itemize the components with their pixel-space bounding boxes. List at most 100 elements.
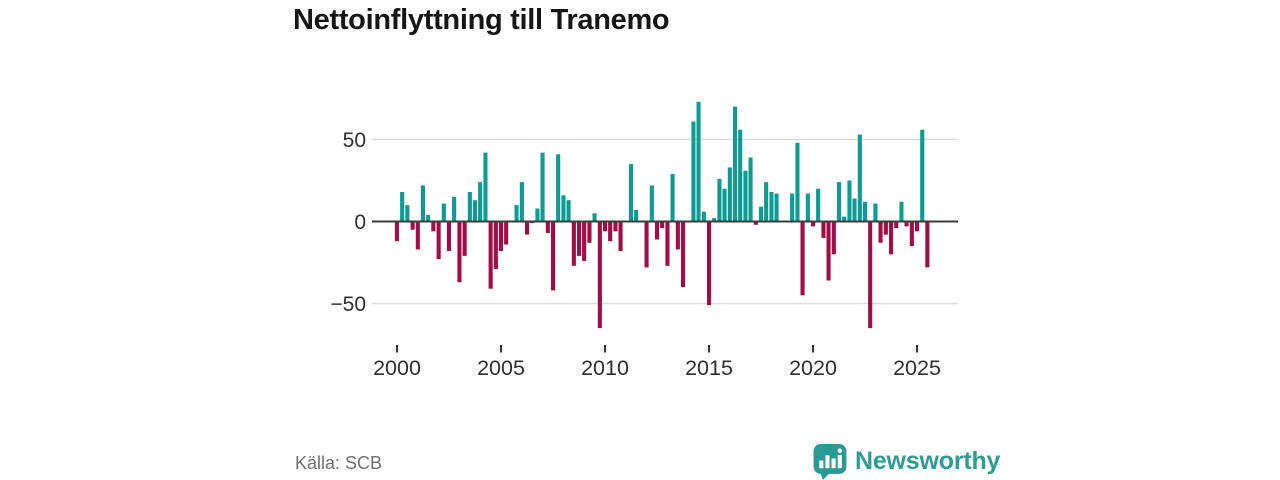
- bar-negative: [587, 221, 592, 243]
- bar-positive: [701, 211, 706, 222]
- bar-positive: [556, 154, 561, 222]
- bar-negative: [915, 221, 920, 232]
- x-axis-tick-label: 2025: [893, 356, 941, 380]
- bar-positive: [805, 193, 810, 222]
- speech-bubble-shape: [813, 444, 847, 480]
- bar-negative: [597, 221, 602, 329]
- bar-negative: [831, 221, 836, 255]
- bar-negative: [894, 221, 899, 229]
- bar-positive: [920, 129, 925, 222]
- source-note: Källa: SCB: [295, 453, 383, 473]
- bar-positive: [467, 192, 472, 222]
- bar-negative: [446, 221, 451, 251]
- bar-positive: [899, 201, 904, 222]
- bar-positive: [519, 182, 524, 222]
- bar-negative: [410, 221, 415, 230]
- bar-positive: [857, 134, 862, 222]
- bar-negative: [811, 221, 816, 227]
- bar-negative: [925, 221, 930, 268]
- bar-negative: [571, 221, 576, 266]
- bar-negative: [868, 221, 873, 329]
- bar-negative: [675, 221, 680, 250]
- bar-negative: [493, 221, 498, 270]
- x-axis-tick-label: 2000: [373, 356, 421, 380]
- bar-positive: [774, 193, 779, 222]
- bar-positive: [405, 205, 410, 222]
- y-axis-tick-label: 50: [343, 129, 366, 152]
- exclamation-dot: [837, 448, 842, 453]
- bar-negative: [909, 221, 914, 247]
- newsworthy-logo: Newsworthy: [812, 443, 1000, 480]
- bar-negative: [436, 221, 441, 260]
- exclamation-bar: [837, 454, 842, 469]
- bar-negative: [660, 221, 665, 229]
- bar-negative: [608, 221, 613, 242]
- bar-positive: [816, 188, 821, 222]
- bar-positive: [759, 206, 764, 222]
- bar-positive: [566, 200, 571, 222]
- bar-positive: [748, 157, 753, 222]
- bar-positive: [769, 192, 774, 222]
- bar-negative: [394, 221, 399, 242]
- x-axis-tick-label: 2015: [685, 356, 733, 380]
- bar-negative: [582, 221, 587, 261]
- bar-negative: [577, 221, 582, 256]
- bar-positive: [722, 188, 727, 222]
- bar-positive: [863, 201, 868, 222]
- bar-positive: [400, 192, 405, 222]
- bar-negative: [889, 221, 894, 255]
- bar-positive: [629, 164, 634, 222]
- bar-positive: [561, 195, 566, 222]
- bar-negative: [826, 221, 831, 281]
- bar-positive: [592, 213, 597, 222]
- bar-negative: [644, 221, 649, 268]
- bar-positive: [426, 214, 431, 222]
- bar-positive: [670, 173, 675, 222]
- bar-positive: [764, 182, 769, 222]
- bar-positive: [795, 142, 800, 222]
- bar-negative: [821, 221, 826, 238]
- mini-bar-3: [831, 458, 836, 469]
- bar-negative: [753, 221, 758, 225]
- bar-negative: [800, 221, 805, 296]
- bar-negative: [431, 221, 436, 232]
- bar-positive: [852, 198, 857, 222]
- bar-negative: [525, 221, 530, 235]
- bar-negative: [545, 221, 550, 233]
- mini-bar-1: [819, 460, 824, 469]
- bar-negative: [504, 221, 509, 245]
- y-axis-tick-label: 0: [354, 211, 366, 234]
- bar-positive: [837, 182, 842, 222]
- bar-positive: [717, 178, 722, 222]
- bar-negative: [498, 221, 503, 251]
- bar-negative: [618, 221, 623, 251]
- bar-positive: [790, 193, 795, 222]
- bar-positive: [712, 218, 717, 222]
- bar-positive: [452, 196, 457, 222]
- bar-positive: [649, 185, 654, 222]
- bar-negative: [707, 221, 712, 306]
- chart-title: Nettoinflyttning till Tranemo: [293, 4, 670, 36]
- newsworthy-icon: [813, 444, 847, 480]
- x-axis-tick-label: 2020: [789, 356, 837, 380]
- bar-negative: [613, 221, 618, 232]
- bar-positive: [873, 203, 878, 222]
- bar-positive: [634, 210, 639, 222]
- bar-positive: [540, 152, 545, 222]
- bar-positive: [472, 200, 477, 222]
- bar-negative: [551, 221, 556, 291]
- bar-negative: [603, 221, 608, 232]
- mini-bar-2: [825, 455, 830, 469]
- bar-negative: [415, 221, 420, 250]
- bar-negative: [462, 221, 467, 256]
- bar-negative: [681, 221, 686, 288]
- bar-positive: [733, 106, 738, 222]
- bar-negative: [883, 221, 888, 235]
- bar-positive: [847, 180, 852, 222]
- bar-positive: [691, 121, 696, 222]
- bar-positive: [483, 152, 488, 222]
- bar-positive: [743, 170, 748, 222]
- bar-positive: [514, 205, 519, 222]
- bar-positive: [478, 182, 483, 222]
